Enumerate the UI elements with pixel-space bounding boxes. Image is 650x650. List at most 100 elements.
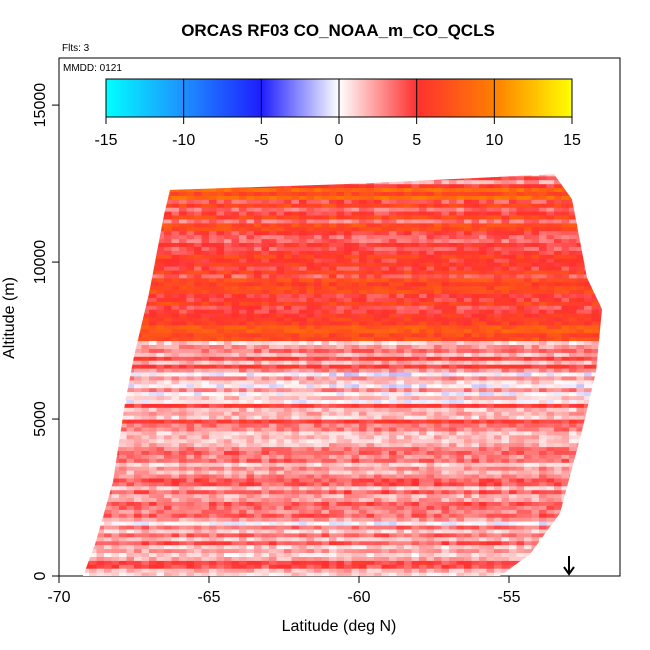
heatmap-cell [389,387,398,393]
heatmap-cell [216,556,225,561]
heatmap-cell [464,525,473,530]
heatmap-cell [314,513,323,518]
heatmap-cell [89,450,98,455]
heatmap-cell [449,525,458,530]
heatmap-cell [171,305,180,310]
heatmap-cell [194,446,203,451]
heatmap-cell [321,324,330,330]
heatmap-cell [381,446,390,451]
heatmap-cell [411,364,420,369]
heatmap-cell [224,364,233,369]
heatmap-cell [389,399,398,404]
heatmap-cell [501,332,510,338]
heatmap-cell [509,364,518,369]
heatmap-cell [119,532,128,538]
heatmap-cell [201,391,210,397]
heatmap-cell [404,548,413,553]
heatmap-cell [546,470,555,475]
heatmap-cell [321,391,330,397]
heatmap-cell [516,438,525,444]
heatmap-cell [246,423,255,428]
heatmap-cell [246,399,255,404]
heatmap-cell [584,536,593,542]
heatmap-cell [141,336,150,342]
heatmap-cell [269,470,278,475]
heatmap-cell [224,497,233,502]
heatmap-cell [254,324,263,330]
heatmap-cell [336,360,345,365]
heatmap-cell [464,352,473,357]
heatmap-cell [389,454,398,459]
heatmap-cell [359,309,368,314]
heatmap-cell [299,485,308,491]
heatmap-cell [321,383,330,389]
heatmap-cell [591,411,600,416]
heatmap-cell [321,544,330,550]
heatmap-cell [509,462,518,467]
heatmap-cell [216,462,225,467]
heatmap-cell [471,324,480,330]
heatmap-cell [179,501,188,506]
heatmap-cell [179,525,188,530]
heatmap-cell [501,438,510,444]
heatmap-cell [104,317,113,322]
heatmap-cell [336,454,345,459]
heatmap-cell [516,474,525,479]
heatmap-cell [96,407,105,412]
heatmap-cell [291,391,300,397]
heatmap-cell [216,501,225,506]
heatmap-cell [126,430,135,436]
heatmap-cell [441,399,450,404]
heatmap-cell [321,458,330,463]
heatmap-cell [486,399,495,404]
heatmap-cell [231,485,240,491]
heatmap-cell [344,493,353,499]
heatmap-cell [546,317,555,322]
heatmap-cell [591,387,600,393]
heatmap-cell [329,320,338,326]
heatmap-cell [449,317,458,322]
heatmap-cell [366,419,375,424]
heatmap-cell [607,435,615,440]
heatmap-cell [284,309,293,314]
heatmap-cell [276,477,285,483]
heatmap-cell [201,548,210,553]
heatmap-cell [171,493,180,499]
heatmap-cell [524,348,533,353]
heatmap-cell [351,466,360,471]
heatmap-cell [171,532,180,538]
heatmap-cell [261,544,270,550]
heatmap-cell [306,438,315,444]
heatmap-cell [246,368,255,373]
heatmap-cell [299,434,308,440]
heatmap-cell [134,423,143,428]
heatmap-cell [329,399,338,404]
heatmap-cell [186,568,195,573]
heatmap-cell [186,477,195,483]
heatmap-cell [104,352,113,357]
heatmap-cell [89,493,98,499]
heatmap-cell [359,317,368,322]
heatmap-cell [599,407,602,412]
heatmap-cell [419,438,428,444]
heatmap-cell [374,368,383,373]
heatmap-cell [104,375,113,381]
heatmap-cell [224,356,233,361]
heatmap-cell [486,454,495,459]
heatmap-cell [607,537,615,542]
heatmap-cell [539,375,548,381]
heatmap-cell [201,387,210,393]
heatmap-cell [83,540,90,546]
heatmap-cell [494,450,503,455]
heatmap-cell [539,462,548,467]
heatmap-cell [539,564,548,569]
heatmap-cell [276,407,285,412]
heatmap-cell [546,368,555,373]
heatmap-cell [516,493,525,499]
heatmap-cell [134,497,143,502]
heatmap-cell [74,525,82,530]
heatmap-cell [471,450,480,455]
heatmap-cell [591,328,600,334]
heatmap-cell [104,568,113,573]
heatmap-cell [351,434,360,440]
